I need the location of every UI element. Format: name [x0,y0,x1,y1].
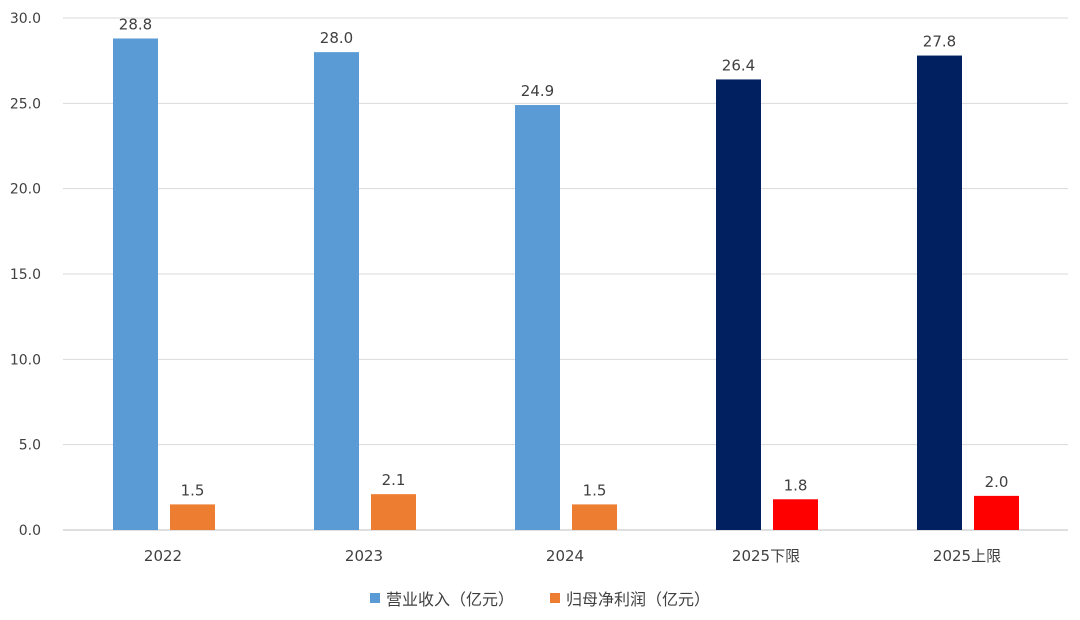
bar-revenue [716,79,761,530]
x-tick-label: 2023 [345,547,383,565]
bar-chart: 0.0 5.0 10.0 15.0 20.0 25.0 30.0 28.8 1.5 2022 28.… [10,11,1068,565]
y-tick-label: 25.0 [10,96,41,112]
y-tick-label: 5.0 [19,438,41,454]
legend-swatch-net-profit [550,593,560,603]
legend-item-net-profit: 归母净利润（亿元） [550,586,710,610]
bar-revenue [515,105,560,530]
legend-label-revenue: 营业收入（亿元） [385,590,514,609]
legend-label-net-profit: 归母净利润（亿元） [566,590,711,609]
y-tick-label: 20.0 [10,182,41,198]
x-tick-label: 2022 [144,547,182,565]
bar-net-profit [170,504,215,530]
data-label: 1.5 [181,481,205,499]
y-tick-label: 0.0 [19,523,41,539]
legend-item-revenue: 营业收入（亿元） [369,586,514,610]
y-tick-label: 30.0 [10,11,41,27]
x-tick-label: 2025上限 [933,547,1001,565]
x-tick-label: 2024 [546,547,584,565]
bar-revenue [113,38,158,530]
data-label: 1.5 [583,481,607,499]
bar-revenue [314,52,359,531]
x-tick-label: 2025下限 [732,547,800,565]
data-label: 2.0 [985,473,1009,491]
y-tick-label: 15.0 [10,267,41,283]
data-label: 28.0 [320,29,353,47]
legend-swatch-revenue [369,593,380,603]
data-label: 1.8 [784,476,808,494]
data-label: 2.1 [382,471,406,489]
data-label: 26.4 [722,56,755,74]
data-label: 27.8 [923,33,956,51]
bar-net-profit [371,494,416,530]
y-tick-label: 10.0 [10,352,41,368]
data-label: 28.8 [119,15,152,33]
data-label: 24.9 [521,82,554,100]
bar-revenue [917,55,962,531]
legend: 营业收入（亿元） 归母净利润（亿元） [0,586,1080,610]
bar-net-profit [572,504,617,530]
bar-net-profit [773,499,818,530]
bar-net-profit [974,495,1019,530]
